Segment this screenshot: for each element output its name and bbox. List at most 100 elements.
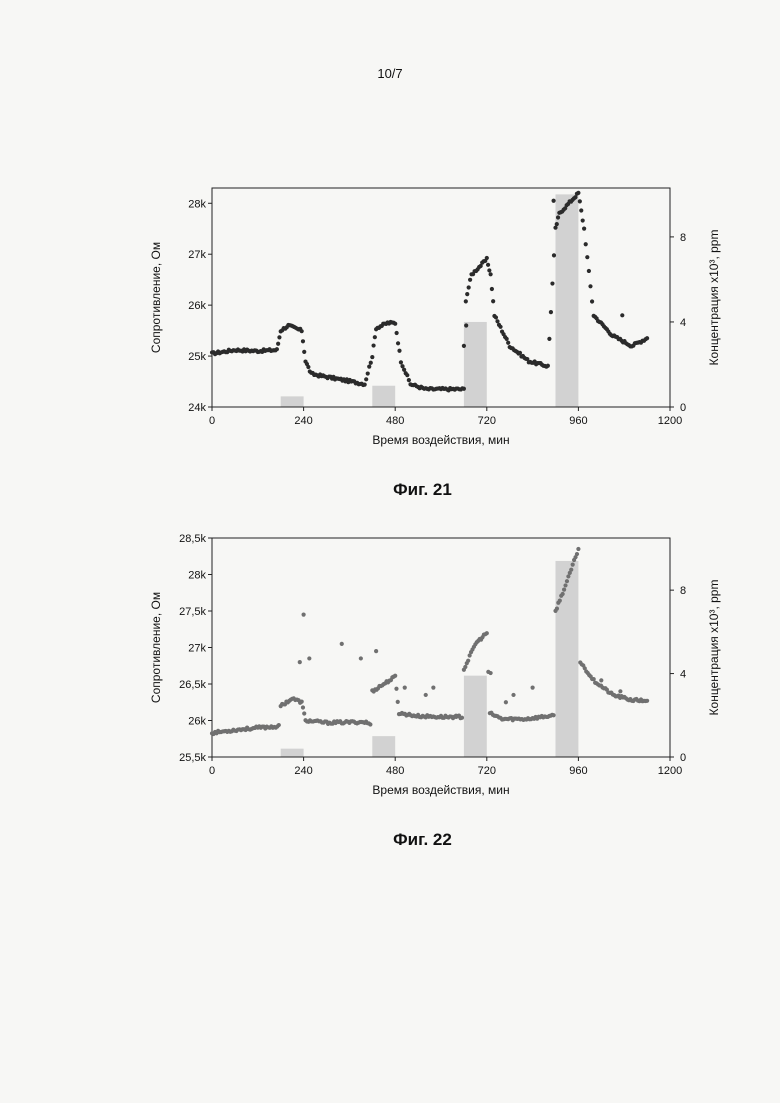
y-tick-label: 25k: [188, 351, 206, 363]
y-tick-label: 27k: [188, 249, 206, 261]
data-point: [366, 371, 370, 375]
data-point: [369, 361, 373, 365]
data-point: [464, 299, 468, 303]
data-point: [407, 378, 411, 382]
data-point: [592, 677, 596, 681]
data-point: [571, 563, 575, 567]
data-point: [485, 631, 489, 635]
concentration-bar-3: [464, 676, 487, 757]
data-point: [555, 222, 559, 226]
series-markers: [210, 547, 649, 736]
data-point: [576, 191, 580, 195]
data-point: [588, 284, 592, 288]
y2-tick-label: 0: [680, 752, 686, 764]
figure-caption-22: Фиг. 22: [0, 830, 780, 850]
data-point: [546, 364, 550, 368]
data-point: [300, 329, 304, 333]
concentration-bar-3: [464, 322, 487, 407]
data-point: [301, 339, 305, 343]
data-point: [393, 674, 397, 678]
y-tick-label: 25,5k: [179, 752, 206, 764]
data-point-outlier: [359, 656, 363, 660]
data-point: [301, 705, 305, 709]
data-point-outlier: [620, 313, 624, 317]
y-tick-label: 26k: [188, 716, 206, 728]
data-point: [368, 722, 372, 726]
data-point: [491, 299, 495, 303]
page-number: 10/7: [0, 66, 780, 81]
data-point: [505, 337, 509, 341]
data-point: [373, 335, 377, 339]
data-point: [575, 552, 579, 556]
data-point: [466, 659, 470, 663]
y-tick-label: 26,5k: [179, 679, 206, 691]
data-point-outlier: [403, 686, 407, 690]
data-point: [498, 325, 502, 329]
data-point: [579, 208, 583, 212]
y2-tick-label: 8: [680, 585, 686, 597]
chart-fig-22: 0240480720960120025,5k26k26,5k27k27,5k28…: [0, 520, 780, 820]
data-point: [569, 568, 573, 572]
data-point: [584, 242, 588, 246]
x-tick-label: 1200: [658, 415, 682, 427]
data-point: [578, 199, 582, 203]
y-tick-label: 28,5k: [179, 533, 206, 545]
x-tick-label: 960: [569, 765, 587, 777]
data-point-outlier: [531, 686, 535, 690]
figure-caption-21: Фиг. 21: [0, 480, 780, 500]
concentration-bar-4: [556, 561, 579, 757]
data-point: [485, 256, 489, 260]
x-tick-label: 240: [294, 415, 312, 427]
plot-frame: [212, 538, 670, 757]
data-point: [582, 227, 586, 231]
y-tick-label: 27,5k: [179, 606, 206, 618]
data-point: [495, 319, 499, 323]
x-tick-label: 0: [209, 765, 215, 777]
data-point-outlier: [489, 671, 493, 675]
data-point-outlier: [464, 323, 468, 327]
x-tick-label: 960: [569, 415, 587, 427]
concentration-bar-1: [281, 749, 304, 757]
data-point-outlier: [462, 344, 466, 348]
data-point: [394, 687, 398, 691]
data-point: [467, 285, 471, 289]
data-point: [364, 377, 368, 381]
data-point: [645, 699, 649, 703]
data-point-outlier: [454, 715, 458, 719]
data-point: [487, 268, 491, 272]
data-point: [465, 292, 469, 296]
x-tick-label: 0: [209, 415, 215, 427]
data-point: [553, 226, 557, 230]
data-point: [462, 387, 466, 391]
data-point-outlier: [302, 613, 306, 617]
data-point: [562, 588, 566, 592]
y-tick-label: 28k: [188, 570, 206, 582]
data-point: [306, 365, 310, 369]
data-point: [587, 269, 591, 273]
data-point: [549, 310, 553, 314]
concentration-bar-2: [372, 736, 395, 757]
data-point: [370, 355, 374, 359]
plot-frame: [212, 188, 670, 407]
x-tick-label: 240: [294, 765, 312, 777]
y-tick-label: 24k: [188, 402, 206, 414]
data-point: [300, 699, 304, 703]
data-point: [275, 347, 279, 351]
concentration-bar-1: [281, 396, 304, 407]
y-tick-label: 26k: [188, 300, 206, 312]
data-point: [277, 335, 281, 339]
data-point: [550, 281, 554, 285]
data-point-outlier: [340, 642, 344, 646]
data-point-outlier: [431, 686, 435, 690]
data-point-outlier: [504, 700, 508, 704]
data-point: [277, 723, 281, 727]
data-point: [494, 315, 498, 319]
y2-tick-label: 4: [680, 317, 686, 329]
data-point-outlier: [298, 660, 302, 664]
y2-axis-label: Концентрация x10³, ppm: [707, 230, 721, 366]
y2-tick-label: 8: [680, 232, 686, 244]
data-point: [302, 350, 306, 354]
data-point: [547, 337, 551, 341]
data-point: [576, 547, 580, 551]
x-axis-label: Время воздействия, мин: [372, 433, 509, 447]
